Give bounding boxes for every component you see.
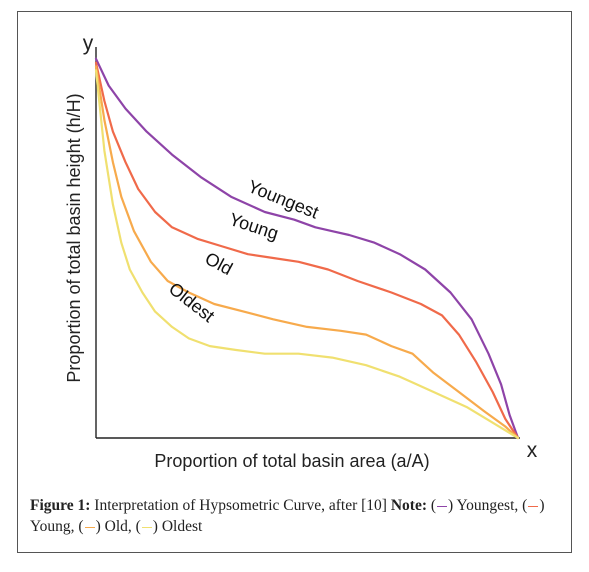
swatch-young bbox=[528, 505, 539, 507]
axes bbox=[95, 47, 520, 439]
label-old: Old bbox=[202, 248, 236, 279]
figure-caption: Figure 1: Interpretation of Hypsometric … bbox=[30, 497, 545, 535]
swatch-old bbox=[84, 526, 95, 528]
legend-young: Young, bbox=[30, 518, 75, 535]
swatch-oldest bbox=[141, 526, 152, 528]
curve-oldest bbox=[94, 69, 520, 440]
caption-label: Figure 1: bbox=[30, 497, 91, 514]
y-axis-name: y bbox=[83, 32, 94, 55]
caption-note-label: Note: bbox=[390, 497, 427, 514]
caption-text: Interpretation of Hypsometric Curve, aft… bbox=[94, 497, 387, 514]
curve-youngest bbox=[94, 57, 520, 440]
legend-youngest: Youngest, bbox=[456, 497, 519, 514]
curves bbox=[94, 57, 520, 440]
swatch-youngest bbox=[437, 505, 448, 507]
x-axis-label: Proportion of total basin area (a/A) bbox=[154, 451, 429, 471]
legend-old: Old, bbox=[104, 518, 132, 535]
curve-young bbox=[94, 61, 520, 440]
y-axis-label: Proportion of total basin height (h/H) bbox=[64, 93, 84, 382]
curve-old bbox=[94, 65, 520, 440]
legend-oldest: Oldest bbox=[161, 518, 203, 535]
x-axis-name: x bbox=[527, 439, 538, 462]
figure-frame bbox=[17, 11, 572, 553]
